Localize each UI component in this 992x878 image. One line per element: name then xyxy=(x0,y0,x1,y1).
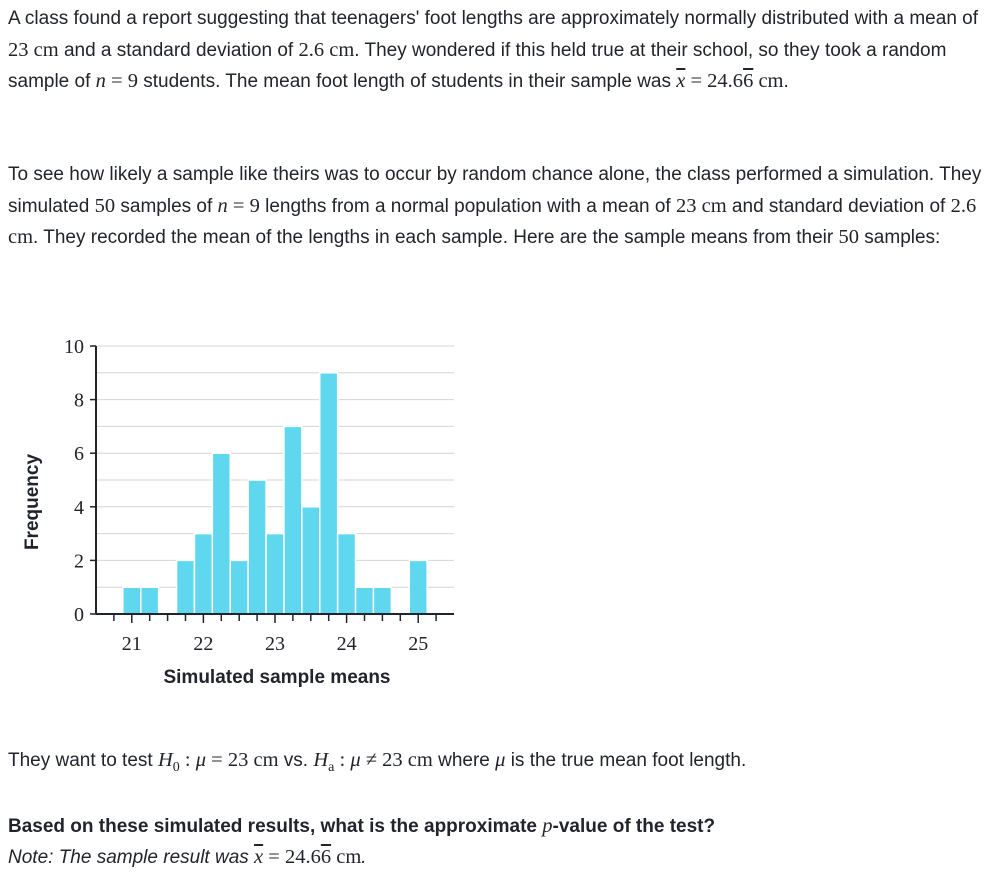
intro-paragraph: A class found a report suggesting that t… xyxy=(8,8,979,92)
alt-hypothesis: Ha : μ ≠ 23 cm xyxy=(313,749,433,776)
histogram-bar xyxy=(408,559,428,615)
histogram-bar xyxy=(175,559,196,615)
chart-axes xyxy=(90,345,454,623)
x-axis-title: Simulated sample means xyxy=(163,667,390,688)
y-tick-label: 6 xyxy=(74,443,84,465)
histogram-bar xyxy=(211,452,232,615)
y-tick-label: 2 xyxy=(74,550,84,572)
question-prompt: Based on these simulated results, what i… xyxy=(8,815,716,837)
y-tick-label: 0 xyxy=(74,604,84,626)
histogram-bar xyxy=(193,532,214,615)
y-tick-label: 4 xyxy=(74,497,84,519)
population-mean: 23 cm xyxy=(8,38,59,61)
histogram-bar xyxy=(372,586,393,615)
note-sample-mean: x = 24.66 cm xyxy=(254,846,362,868)
histogram-bar xyxy=(140,586,160,615)
histogram-bar xyxy=(265,532,285,615)
null-hypothesis: H0 : μ = 23 cm xyxy=(157,749,279,776)
histogram-bar xyxy=(247,479,267,615)
chart-gridlines xyxy=(96,345,454,588)
x-tick-label: 21 xyxy=(122,633,142,655)
y-tick-label: 8 xyxy=(74,390,84,412)
xbar-symbol: x xyxy=(676,70,686,92)
histogram-bar xyxy=(229,559,249,615)
y-axis-title: Frequency xyxy=(22,454,43,551)
x-tick-label: 25 xyxy=(408,633,428,655)
histogram-bar xyxy=(354,586,375,615)
simulation-paragraph: To see how likely a sample like theirs w… xyxy=(8,164,982,248)
histogram-bar xyxy=(336,532,357,615)
y-tick-label: 10 xyxy=(64,336,84,358)
histogram-bar xyxy=(122,586,142,615)
hypotheses-paragraph: They want to test H0 : μ = 23 cm vs. Ha … xyxy=(8,749,747,776)
x-tick-label: 23 xyxy=(265,633,285,655)
x-tick-label: 22 xyxy=(193,633,213,655)
histogram-bar xyxy=(319,372,339,615)
x-tick-label: 24 xyxy=(337,633,357,655)
chart-bars xyxy=(122,372,428,615)
population-sd: 2.6 cm xyxy=(298,38,355,61)
sample-note: Note: The sample result was x = 24.66 cm… xyxy=(8,846,367,868)
histogram-bar xyxy=(283,425,303,615)
sample-mean: x = 24.66 cm xyxy=(676,70,784,92)
histogram-bar xyxy=(301,506,321,615)
